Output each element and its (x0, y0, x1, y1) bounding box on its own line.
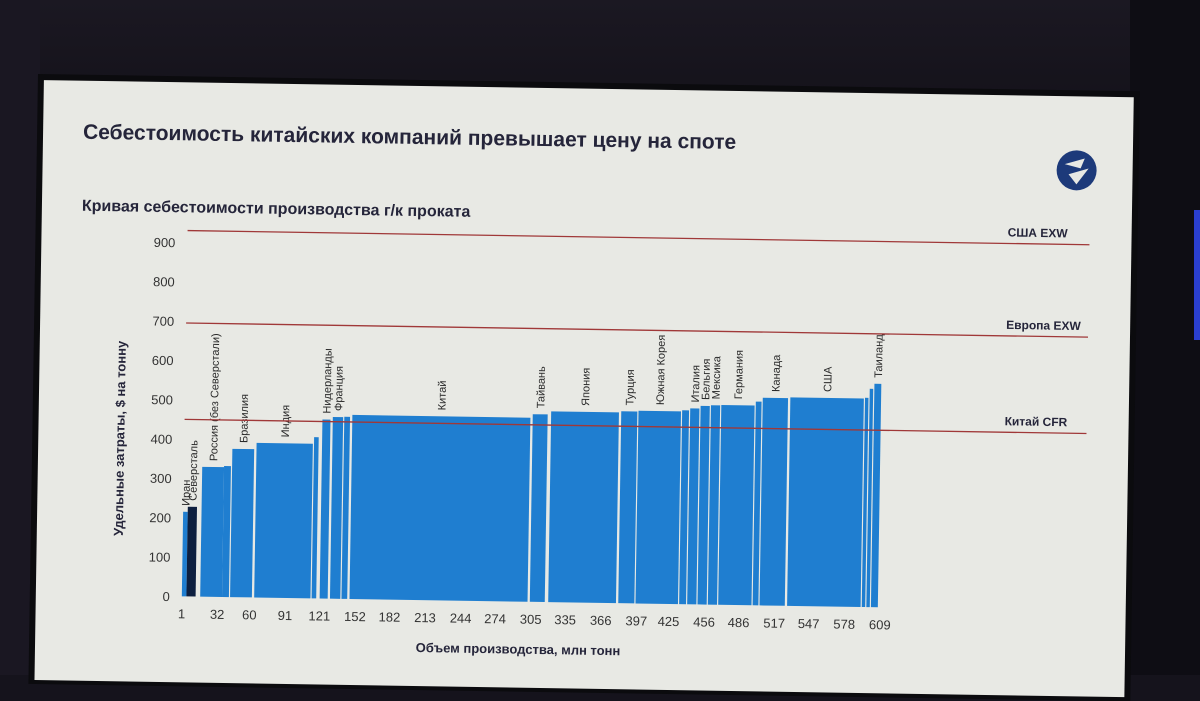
cost-bar (311, 437, 319, 599)
y-tick-label: 900 (154, 235, 176, 250)
x-tick-label: 121 (308, 608, 330, 623)
cost-bar (618, 411, 638, 604)
cost-bar (548, 411, 619, 604)
reference-line (187, 229, 1090, 246)
reference-line (184, 418, 1087, 435)
bar-label: Япония (580, 368, 593, 406)
room-wall-right (1130, 0, 1200, 675)
cost-bar (222, 465, 231, 598)
blue-light (1194, 210, 1200, 340)
cost-bar (861, 397, 869, 608)
x-tick-label: 456 (693, 614, 715, 629)
x-tick-label: 60 (242, 607, 257, 622)
x-tick-label: 366 (590, 613, 612, 628)
x-tick-label: 244 (450, 611, 472, 626)
x-tick-label: 486 (728, 615, 750, 630)
x-tick-label: 547 (798, 616, 820, 631)
cost-bar (635, 410, 682, 605)
y-tick-label: 0 (162, 589, 169, 604)
y-tick-label: 300 (150, 471, 172, 486)
cost-bar (870, 383, 882, 608)
y-axis-title: Удельные затраты, $ на тонну (111, 340, 129, 536)
cost-curve-chart: 0 100 200 300 400 500 600 700 800 900 1 32 60 91 121 15… (111, 225, 1090, 658)
reference-line-label: США EXW (1008, 225, 1069, 240)
y-tick-label: 800 (153, 274, 175, 289)
bar-label: Иран (181, 480, 193, 506)
bar-label: Бельгия (700, 359, 713, 400)
bar-label: Турция (624, 369, 637, 405)
x-tick-label: 517 (763, 615, 785, 630)
bar-label: Россия (без Северстали) (208, 333, 222, 461)
y-tick-label: 700 (152, 313, 174, 328)
cost-bar (687, 408, 700, 605)
cost-bar (200, 466, 225, 597)
x-tick-label: 32 (210, 607, 225, 622)
x-tick-label: 182 (378, 609, 400, 624)
cost-bar (349, 414, 531, 602)
cost-bar (759, 397, 789, 606)
bar-label: Италия (690, 365, 703, 403)
cost-bar (181, 511, 188, 597)
y-tick-label: 100 (149, 549, 171, 564)
reference-line-label: Китай CFR (1005, 414, 1068, 429)
projector-screen: Себестоимость китайских компаний превыша… (28, 74, 1140, 701)
cost-bar (707, 405, 721, 605)
bar-label: Германия (733, 350, 746, 400)
bar-label: Южная Корея (655, 335, 668, 406)
bar-label: Китай (436, 380, 448, 410)
x-axis-title: Объем производства, млн тонн (416, 640, 621, 658)
bar-label: Бразилия (238, 394, 251, 443)
x-tick-label: 1 (178, 606, 185, 621)
cost-bar (319, 419, 331, 599)
x-tick-label: 274 (484, 611, 506, 626)
y-tick-label: 600 (152, 353, 174, 368)
y-tick-label: 400 (150, 431, 172, 446)
cost-bar (787, 397, 864, 607)
y-tick-label: 200 (149, 510, 171, 525)
x-tick-label: 305 (520, 612, 542, 627)
cost-bar (186, 506, 198, 597)
x-tick-label: 397 (625, 613, 647, 628)
y-tick-label: 500 (151, 392, 173, 407)
bar-label: Канада (771, 354, 784, 392)
cost-bar (529, 414, 548, 603)
cost-bar (679, 410, 690, 605)
bar-label: США (822, 366, 834, 392)
bar-label: Тайвань (535, 366, 548, 409)
x-tick-label: 91 (278, 608, 293, 623)
reference-line (186, 322, 1089, 338)
reference-line-label: Европа EXW (1006, 318, 1082, 333)
company-logo-icon (1056, 150, 1097, 191)
x-tick-label: 213 (414, 610, 436, 625)
cost-bar (697, 405, 710, 605)
cost-bar (866, 388, 874, 608)
cost-bar (230, 448, 255, 598)
bar-label: Франция (333, 366, 346, 411)
cost-bar (341, 416, 351, 599)
cost-bar (329, 416, 344, 599)
x-tick-label: 152 (344, 609, 366, 624)
slide: Себестоимость китайских компаний превыша… (34, 80, 1134, 698)
x-tick-label: 609 (869, 617, 891, 632)
x-tick-label: 425 (658, 614, 680, 629)
x-tick-label: 578 (833, 617, 855, 632)
cost-bar (752, 401, 762, 606)
cost-bar (254, 442, 313, 599)
bar-label: Северсталь (188, 440, 201, 501)
bar-label: Нидерланды (322, 348, 335, 414)
cost-bar (718, 404, 755, 606)
bar-label: Мексика (711, 355, 724, 399)
bar-label: Таиланд (873, 334, 886, 378)
x-tick-label: 335 (554, 612, 576, 627)
